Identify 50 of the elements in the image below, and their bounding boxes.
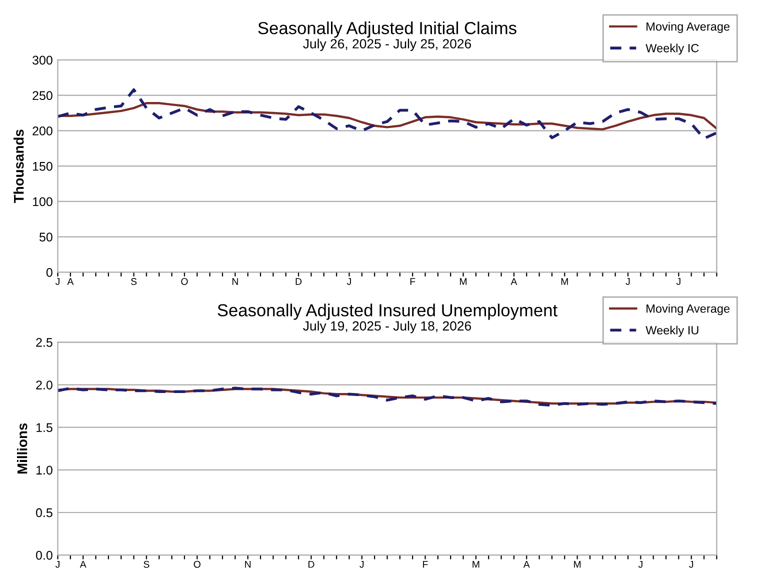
x-tick-label: D xyxy=(308,560,314,568)
chart-title: Seasonally Adjusted Insured Unemployment xyxy=(218,304,558,320)
x-tick-label: M xyxy=(460,278,466,285)
x-tick-label: A xyxy=(80,560,86,568)
line-series xyxy=(58,88,717,140)
y-tick-label: 2.0 xyxy=(36,380,52,390)
y-tick-label: 1.0 xyxy=(36,466,52,475)
x-tick-label: J xyxy=(55,560,60,568)
legend-label: Moving Average xyxy=(646,304,730,316)
chart-subtitle: July 19, 2025 - July 18, 2026 xyxy=(303,320,471,334)
y-tick-label: 100 xyxy=(33,197,52,206)
legend-label: Weekly IU xyxy=(646,326,698,337)
x-tick-label: F xyxy=(410,278,416,285)
y-tick-label: 2.5 xyxy=(36,338,52,347)
y-tick-label: 50 xyxy=(39,232,52,242)
chart-title: Seasonally Adjusted Initial Claims xyxy=(258,22,516,38)
x-tick-label: J xyxy=(360,560,364,568)
x-tick-label: J xyxy=(676,278,680,285)
x-tick-label: J xyxy=(689,560,694,568)
y-tick-label: 1.5 xyxy=(36,423,52,432)
legend-label: Moving Average xyxy=(646,22,730,34)
x-tick-label: A xyxy=(523,560,530,568)
x-tick-label: A xyxy=(67,278,74,285)
x-tick-label: N xyxy=(232,278,238,285)
y-axis-title: Thousands xyxy=(14,130,24,203)
x-tick-label: M xyxy=(472,560,480,568)
y-axis-title: Millions xyxy=(17,423,28,474)
x-tick-label: S xyxy=(130,278,137,285)
y-tick-label: 0.0 xyxy=(36,550,52,560)
x-tick-label: J xyxy=(55,278,60,285)
x-tick-label: M xyxy=(574,560,581,568)
y-tick-label: 300 xyxy=(32,56,52,65)
x-tick-label: M xyxy=(561,278,568,285)
y-tick-label: 0.5 xyxy=(36,508,52,518)
x-tick-label: J xyxy=(346,278,351,285)
x-tick-label: J xyxy=(638,560,642,568)
x-tick-label: O xyxy=(194,560,200,568)
y-tick-label: 150 xyxy=(33,162,52,171)
y-tick-label: 200 xyxy=(32,126,52,136)
legend-label: Weekly IC xyxy=(646,44,699,55)
x-tick-label: D xyxy=(296,278,302,285)
x-tick-label: A xyxy=(510,278,518,285)
x-tick-label: O xyxy=(181,278,188,285)
y-tick-label: 250 xyxy=(32,91,52,100)
x-tick-label: S xyxy=(144,560,150,568)
x-tick-label: F xyxy=(423,560,428,568)
x-tick-label: N xyxy=(245,560,251,568)
x-tick-label: J xyxy=(626,278,630,285)
y-tick-label: 0 xyxy=(46,268,52,277)
chart-subtitle: July 26, 2025 - July 25, 2026 xyxy=(303,38,471,52)
